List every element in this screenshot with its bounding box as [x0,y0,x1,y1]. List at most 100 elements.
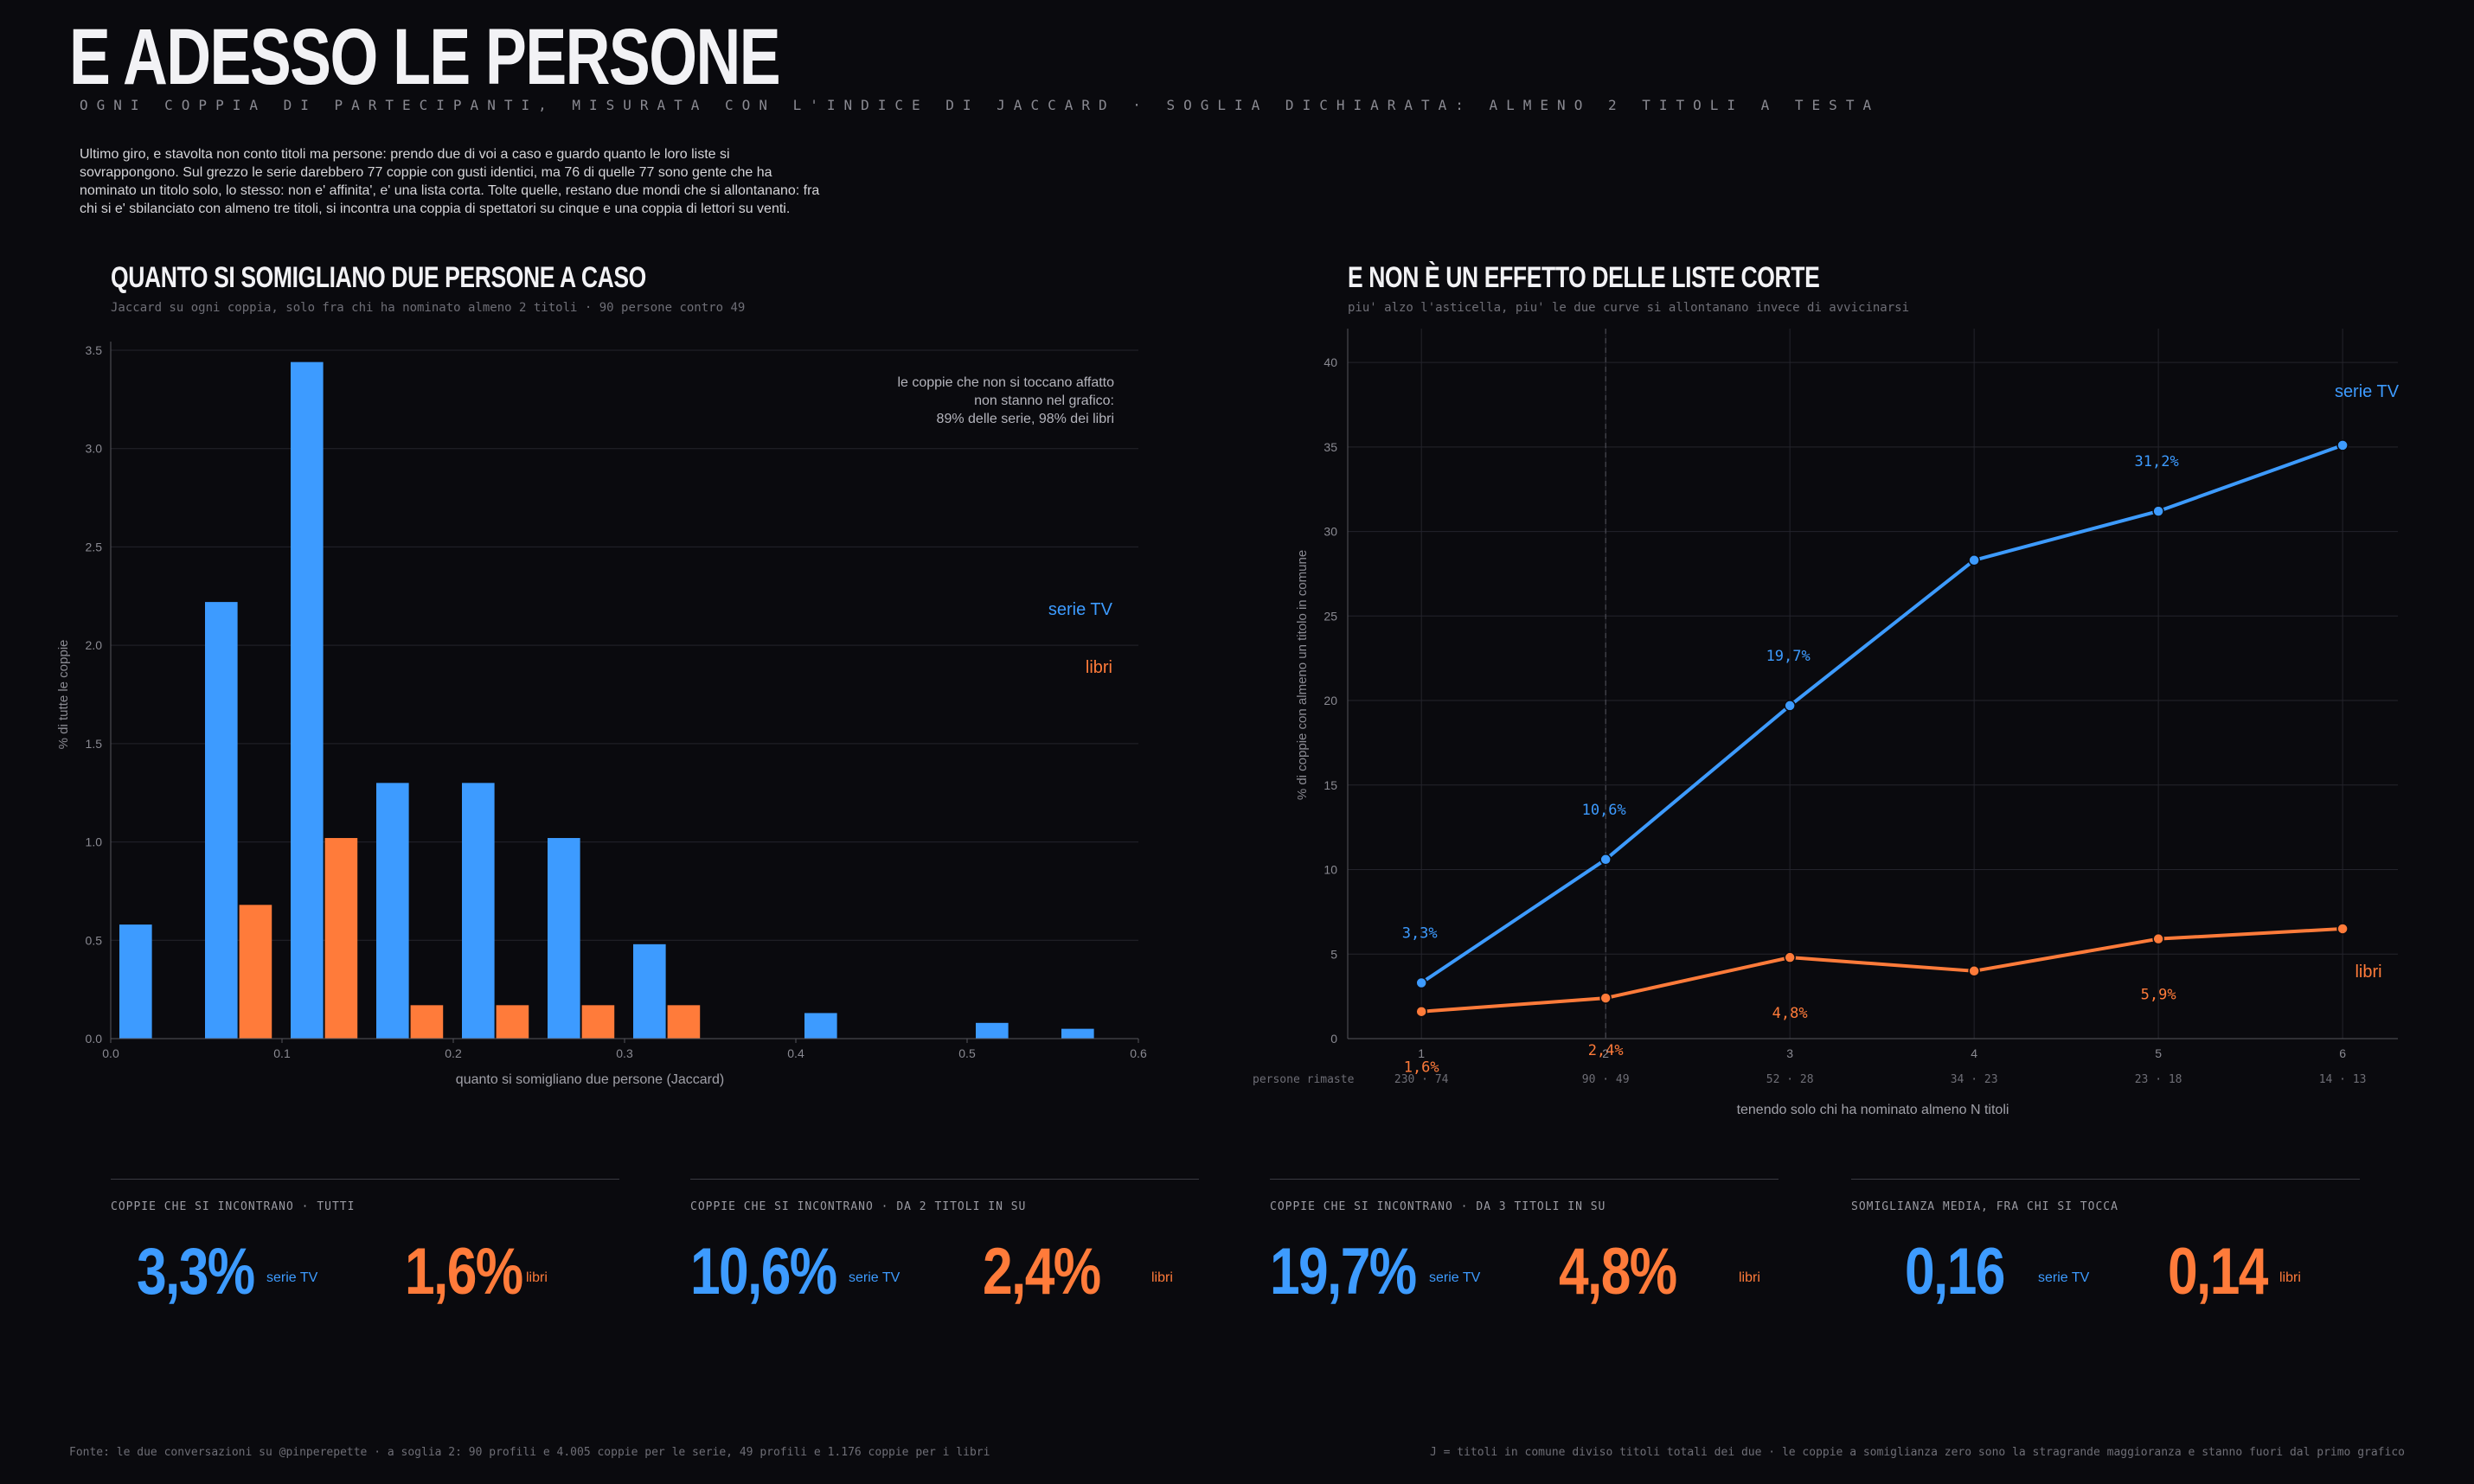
bar-libri [581,1005,615,1039]
point-serie-tv [2336,439,2349,451]
point-libri [2152,932,2164,945]
point-libri [1415,1005,1427,1018]
chart2-subtitle: piu' alzo l'asticella, piu' le due curve… [1348,301,1910,315]
bar-serie-tv [804,1013,837,1039]
kpi-unit-serie-tv: serie TV [849,1270,901,1285]
label-libri: 5,9% [2141,987,2176,1004]
kpi-value-serie-tv: 3,3% [137,1235,255,1308]
kpi-value-libri: 1,6% [405,1235,523,1308]
chart2-ytick: 35 [1324,440,1337,454]
chart1-xtick: 0.4 [787,1046,804,1060]
bar-serie-tv [205,602,238,1039]
bar-libri [496,1005,529,1039]
people-remaining: 90 · 49 [1582,1073,1630,1086]
kpi-label: COPPIE CHE SI INCONTRANO · DA 2 TITOLI I… [690,1200,1027,1213]
page-title: E ADESSO LE PERSONE [69,13,781,101]
kpi-label: COPPIE CHE SI INCONTRANO · TUTTI [111,1200,356,1213]
chart2-ylabel: % di coppie con almeno un titolo in comu… [1295,550,1310,800]
kpi-unit-libri: libri [1151,1270,1173,1285]
chart1-xtick: 0.5 [958,1046,976,1060]
chart2-xtick: 6 [2339,1046,2346,1060]
label-libri: 1,6% [1404,1059,1439,1077]
bar-serie-tv [548,838,580,1039]
people-remaining: 14 · 13 [2319,1073,2367,1086]
chart1-ytick: 3.5 [86,343,103,357]
people-remaining: 52 · 28 [1766,1073,1814,1086]
chart2-title: E NON È UN EFFETTO DELLE LISTE CORTE [1348,261,1820,294]
kpi-unit-serie-tv: serie TV [1429,1270,1481,1285]
chart1-ytick: 2.5 [86,540,103,553]
point-serie-tv [2152,505,2164,517]
chart1-ytick: 0.0 [86,1032,103,1046]
people-remaining-label: persone rimaste [1253,1073,1355,1086]
line-legend-serie-tv: serie TV [2335,382,2400,401]
chart2-ytick: 0 [1330,1032,1337,1046]
chart2-ytick: 40 [1324,355,1337,369]
chart1-xtick: 0.1 [273,1046,291,1060]
chart1-ytick: 2.0 [86,638,103,652]
label-serie-tv: 10,6% [1582,802,1626,819]
bar-libri [324,838,358,1039]
label-serie-tv: 31,2% [2135,453,2179,470]
chart1-subtitle: Jaccard su ogni coppia, solo fra chi ha … [111,301,746,315]
chart2-xtick: 5 [2155,1046,2162,1060]
histogram-chart: 0.0 0.5 1.0 1.5 2.0 2.5 3.0 3.5 0.0 0.1 0.2 0.3 0.4 0… [56,342,1147,1087]
chart2-ytick: 30 [1324,525,1337,539]
chart2-ytick: 5 [1330,947,1337,961]
kpi-value-serie-tv: 19,7% [1270,1235,1417,1308]
kpi-label: SOMIGLIANZA MEDIA, FRA CHI SI TOCCA [1851,1200,2118,1213]
kpi-value-libri: 2,4% [983,1235,1101,1308]
label-serie-tv: 19,7% [1766,648,1811,665]
intro-text: Ultimo giro, e stavolta non conto titoli… [80,147,820,216]
bar-serie-tv [1061,1028,1094,1039]
chart1-ytick: 0.5 [86,933,103,947]
line-serie-tv [1420,443,2343,985]
bar-serie-tv [462,783,495,1039]
kpi-value-libri: 0,14 [2168,1235,2268,1308]
chart1-ytick: 3.0 [86,442,103,456]
kpi-unit-serie-tv: serie TV [266,1270,318,1285]
chart2-xtick: 2 [1602,1046,1609,1060]
point-libri [1784,951,1796,963]
point-serie-tv [1784,700,1796,712]
kpi-value-serie-tv: 10,6% [690,1235,837,1308]
legend-serie-tv: serie TV [1048,600,1113,619]
bar-serie-tv [976,1022,1009,1039]
line-legend-libri: libri [2355,963,2381,982]
footer-source: Fonte: le due conversazioni su @pinperep… [69,1446,990,1459]
chart1-xtick: 0.6 [1130,1046,1147,1060]
bar-serie-tv [291,361,324,1039]
chart1-annotation-line2: non stanno nel grafico: [974,393,1114,408]
bar-serie-tv [376,783,409,1039]
kpi-divider [111,1179,619,1180]
kpi-unit-serie-tv: serie TV [2038,1270,2090,1285]
chart1-annotation-line1: le coppie che non si toccano affatto [897,375,1114,390]
bar-libri [667,1005,701,1039]
kpi-unit-libri: libri [1739,1270,1760,1285]
chart1-ytick: 1.0 [86,835,103,849]
bar-serie-tv [633,943,666,1039]
footer-note: J = titoli in comune diviso titoli total… [1429,1446,2405,1459]
line-chart: 3,3% 10,6% 19,7% 31,2% 1,6% 2,4% 4,8% 5,9% 0 5 10… [1253,329,2400,1117]
page-subtitle: OGNI COPPIA DI PARTECIPANTI, MISURATA CO… [80,97,1881,113]
kpi-value-libri: 4,8% [1559,1235,1677,1308]
chart1-xtick: 0.2 [445,1046,462,1060]
bar-libri [410,1005,444,1039]
line-libri [1421,926,2343,1014]
kpi-unit-libri: libri [2279,1270,2301,1285]
label-libri: 4,8% [1772,1005,1808,1022]
chart1-xtick: 0.0 [102,1046,119,1060]
chart1-ylabel: % di tutte le coppie [56,640,71,750]
people-remaining: 23 · 18 [2135,1073,2182,1086]
chart1-ytick: 1.5 [86,737,103,751]
chart2-ytick: 20 [1324,694,1337,707]
chart1-annotation-line3: 89% delle serie, 98% dei libri [937,412,1114,426]
kpi-unit-libri: libri [526,1270,548,1285]
kpi-divider [1851,1179,2360,1180]
chart1-xlabel: quanto si somigliano due persone (Jaccar… [456,1072,724,1087]
legend-libri: libri [1086,658,1112,677]
kpi-divider [690,1179,1199,1180]
chart2-xlabel: tenendo solo chi ha nominato almeno N ti… [1737,1103,2009,1117]
chart2-ytick: 10 [1324,863,1337,877]
point-serie-tv [1415,976,1427,989]
